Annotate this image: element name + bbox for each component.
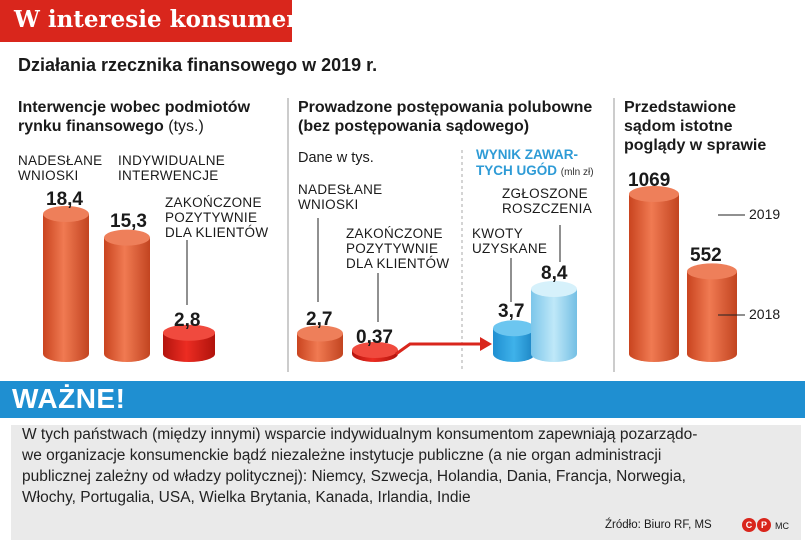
c1-label-0: NADESŁANE WNIOSKI: [18, 153, 102, 183]
c1-label-1-l1: INDYWIDUALNE: [118, 153, 226, 168]
connector-arrow-head: [480, 337, 492, 351]
c3-label-0: KWOTY UZYSKANE: [472, 226, 547, 256]
c1-label-0-l1: NADESŁANE: [18, 153, 103, 168]
section2-title-line2: (bez postępowania sądowego): [298, 118, 530, 135]
section4-title-line1: Przedstawione: [624, 99, 737, 116]
c2-label-0-l2: WNIOSKI: [298, 197, 359, 212]
c2-label-1-l1: ZAKOŃCZONE: [346, 226, 443, 241]
c1-label-1: INDYWIDUALNE INTERWENCJE: [118, 153, 225, 183]
c2-label-0: NADESŁANE WNIOSKI: [298, 182, 382, 212]
bar-c2-0: [297, 325, 343, 362]
c1-label-1-l2: INTERWENCJE: [118, 168, 219, 183]
c1-label-2-l2: POZYTYWNIE: [165, 210, 258, 225]
c4-year-2018: 2018: [749, 306, 781, 322]
c2-label-1-l3: DLA KLIENTÓW: [346, 256, 450, 271]
bar-c1-2: [163, 324, 215, 362]
c1-value-1: 15,3: [110, 211, 147, 232]
section3-unit: (mln zł): [560, 167, 594, 178]
section2-title-line1: Prowadzone postępowania polubowne: [298, 99, 593, 116]
section3-title-line1: WYNIK ZAWAR-: [476, 147, 578, 162]
publisher-logo-p: P: [757, 518, 771, 532]
c3-label-1-l1: ZGŁOSZONE: [502, 186, 588, 201]
c1-label-2-l1: ZAKOŃCZONE: [165, 195, 262, 210]
c1-label-0-l2: WNIOSKI: [18, 168, 79, 183]
c4-year-2019: 2019: [749, 206, 781, 222]
section1-unit: (tys.): [168, 118, 204, 135]
connector-arrow-line: [395, 342, 480, 356]
c1-value-0: 18,4: [46, 189, 83, 210]
notice-line-1: W tych państwach (między innymi) wsparci…: [22, 426, 698, 443]
c3-value-0: 3,7: [498, 301, 525, 322]
c2-value-1: 0,37: [356, 327, 393, 348]
c4-value-0: 1069: [628, 170, 671, 191]
section1-title-line1: Interwencje wobec podmiotów: [18, 99, 251, 116]
section3-title: WYNIK ZAWAR- TYCH UGÓD (mln zł): [476, 147, 594, 181]
notice-box: [11, 425, 801, 540]
banner-title: W interesie konsumenta: [14, 6, 329, 33]
bar-c4-0: [629, 186, 679, 362]
section4-title-line2: sądom istotne: [624, 118, 733, 135]
notice-line-2: we organizacje konsumenckie bądź niezale…: [22, 447, 662, 464]
notice-title: WAŻNE!: [12, 383, 126, 414]
chart-canvas: [43, 98, 745, 372]
leader-lines: [186, 214, 745, 322]
c2-label-1: ZAKOŃCZONE POZYTYWNIE DLA KLIENTÓW: [346, 226, 449, 271]
section2-note: Dane w tys.: [298, 150, 374, 166]
c2-label-0-l1: NADESŁANE: [298, 182, 383, 197]
bar-c1-1: [104, 229, 150, 362]
c3-value-1: 8,4: [541, 263, 568, 284]
bar-c1-0: [43, 206, 89, 362]
bar-c4-1: [687, 263, 737, 362]
publisher-logo-c: C: [742, 518, 756, 532]
c1-value-2: 2,8: [174, 310, 201, 331]
section1-title: Interwencje wobec podmiotów rynku finans…: [18, 98, 250, 136]
bar-c3-0: [493, 320, 535, 362]
c3-label-0-l2: UZYSKANE: [472, 241, 548, 256]
c1-label-2: ZAKOŃCZONE POZYTYWNIE DLA KLIENTÓW: [165, 195, 268, 240]
bar-c2-1: [352, 342, 398, 362]
publisher-logo-suffix: MC: [775, 521, 789, 531]
section1-title-line2: rynku finansowego: [18, 118, 164, 135]
c3-label-1: ZGŁOSZONE ROSZCZENIA: [502, 186, 592, 216]
c2-value-0: 2,7: [306, 309, 333, 330]
section3-title-line2: TYCH UGÓD: [476, 163, 557, 178]
notice-line-3: publicznej zależny od władzy politycznej…: [22, 468, 686, 485]
header-banner: [0, 0, 292, 42]
section4-title: Przedstawione sądom istotne poglądy w sp…: [624, 98, 766, 155]
c1-label-2-l3: DLA KLIENTÓW: [165, 225, 269, 240]
section4-title-line3: poglądy w sprawie: [624, 137, 767, 154]
bar-c3-1: [531, 281, 577, 362]
source-text: Źródło: Biuro RF, MS: [605, 519, 712, 531]
c2-label-1-l2: POZYTYWNIE: [346, 241, 439, 256]
c4-value-1: 552: [690, 245, 722, 266]
c3-label-0-l1: KWOTY: [472, 226, 523, 241]
section2-title: Prowadzone postępowania polubowne (bez p…: [298, 98, 592, 136]
c3-label-1-l2: ROSZCZENIA: [502, 201, 593, 216]
notice-bar: [0, 381, 805, 418]
subtitle: Działania rzecznika finansowego w 2019 r…: [18, 55, 378, 75]
notice-line-4: Włochy, Portugalia, USA, Wielka Brytania…: [22, 489, 471, 506]
